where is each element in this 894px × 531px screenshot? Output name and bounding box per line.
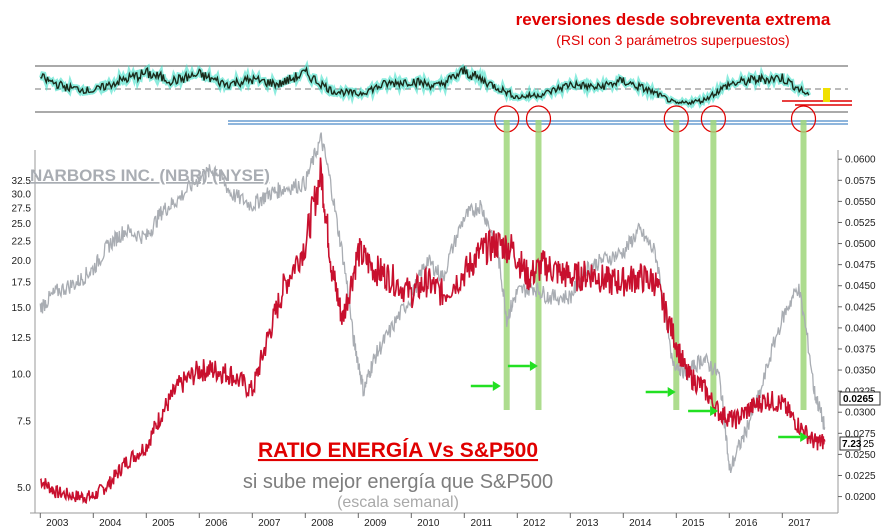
- x-tick: 2005: [152, 518, 175, 529]
- vertical-marker: [673, 120, 680, 410]
- x-tick: 2015: [682, 518, 705, 529]
- x-tick: 2016: [735, 518, 758, 529]
- x-tick: 2012: [523, 518, 546, 529]
- y-left-ticks: 32.5 30.0 27.5 25.0 22.5 20.0 17.5 15.0 12.5 10.0…: [12, 176, 32, 494]
- x-tick: 2017: [788, 518, 811, 529]
- y-right-tick: 0.0200: [845, 492, 876, 503]
- rsi-yellow-marker: [823, 88, 830, 102]
- y-left-tick: 27.5: [12, 204, 32, 215]
- green-arrows: [470, 361, 809, 442]
- y-right-tick: 0.0525: [845, 218, 876, 229]
- rsi-line: [40, 66, 810, 106]
- x-tick: 2013: [576, 518, 599, 529]
- vertical-marker: [710, 120, 717, 410]
- y-left-tick: 5.0: [17, 483, 31, 494]
- y-right-tick: 0.0500: [845, 239, 876, 250]
- x-tick: 2007: [258, 518, 281, 529]
- green-arrow: [778, 432, 809, 442]
- x-tick: 2004: [99, 518, 122, 529]
- x-ticks: 2003 2004 2005 2006 2007 2008 2009 2010 2011 2012…: [39, 513, 811, 529]
- y-right-tick: 0.0425: [845, 302, 876, 313]
- rsi-subtitle: (RSI con 3 parámetros superpuestos): [556, 32, 789, 48]
- y-left-tick: 32.5: [12, 176, 32, 187]
- vertical-marker: [503, 120, 510, 410]
- x-tick: 2010: [417, 518, 440, 529]
- y-right-tick: 0.0475: [845, 260, 876, 271]
- green-arrow: [645, 387, 676, 397]
- y-right-tick: 0.0400: [845, 323, 876, 334]
- y-right-tick: 0.0350: [845, 366, 876, 377]
- ratio-series-line: [39, 157, 826, 505]
- x-tick: 2009: [364, 518, 387, 529]
- vertical-marker: [800, 120, 807, 410]
- y-left-tick: 30.0: [12, 189, 32, 200]
- last-ratio-value: 0.0265: [843, 394, 874, 405]
- y-left-tick: 25.0: [12, 219, 32, 230]
- y-right-tick: 0.0375: [845, 344, 876, 355]
- rsi-signal-circles: [494, 105, 817, 133]
- y-right-tick: 0.0575: [845, 176, 876, 187]
- y-right-tick: 0.0600: [845, 155, 876, 166]
- annotation-line-2: (escala semanal): [337, 494, 459, 511]
- y-left-tick: 10.0: [12, 370, 32, 381]
- y-left-tick: 7.5: [17, 417, 31, 428]
- y-right-tick: 0.0550: [845, 197, 876, 208]
- rsi-glow: [39, 59, 812, 109]
- x-tick: 2003: [46, 518, 69, 529]
- last-price-label: 7.23 25: [839, 436, 875, 451]
- last-ratio-label: 0.0265: [839, 391, 881, 406]
- x-tick: 2008: [311, 518, 334, 529]
- annotation-title: RATIO ENERGÍA Vs S&P500: [258, 439, 538, 462]
- y-right-tick: 0.0275: [845, 429, 876, 440]
- y-right-tick: 0.0250: [845, 450, 876, 461]
- y-right-tick: 0.0225: [845, 471, 876, 482]
- stock-title: NARBORS INC. (NBR) (NYSE): [30, 166, 270, 185]
- y-left-tick: 22.5: [12, 236, 32, 247]
- price-series-line: [39, 132, 826, 474]
- y-left-tick: 20.0: [12, 256, 32, 267]
- green-arrow: [507, 361, 538, 371]
- x-tick: 2014: [629, 518, 652, 529]
- last-price-value: 7.23: [842, 439, 862, 450]
- rsi-panel: reversiones desde sobreventa extrema (RS…: [35, 10, 852, 133]
- annotation-line-1: si sube mejor energía que S&P500: [243, 471, 553, 493]
- y-right-tick: 0.0300: [845, 408, 876, 419]
- x-tick: 2006: [205, 518, 228, 529]
- green-arrow: [470, 381, 501, 391]
- y-left-tick: 12.5: [12, 333, 32, 344]
- x-tick: 2011: [471, 518, 493, 529]
- y-left-tick: 17.5: [12, 278, 32, 289]
- green-arrow: [688, 406, 719, 416]
- rsi-title: reversiones desde sobreventa extrema: [516, 10, 831, 29]
- y-right-ticks: 0.0600 0.0575 0.0550 0.0525 0.0500 0.0475 0.04…: [838, 155, 876, 503]
- y-right-tick: 0.0450: [845, 281, 876, 292]
- y-left-tick: 15.0: [12, 303, 32, 314]
- last-price-tail: 25: [863, 439, 875, 450]
